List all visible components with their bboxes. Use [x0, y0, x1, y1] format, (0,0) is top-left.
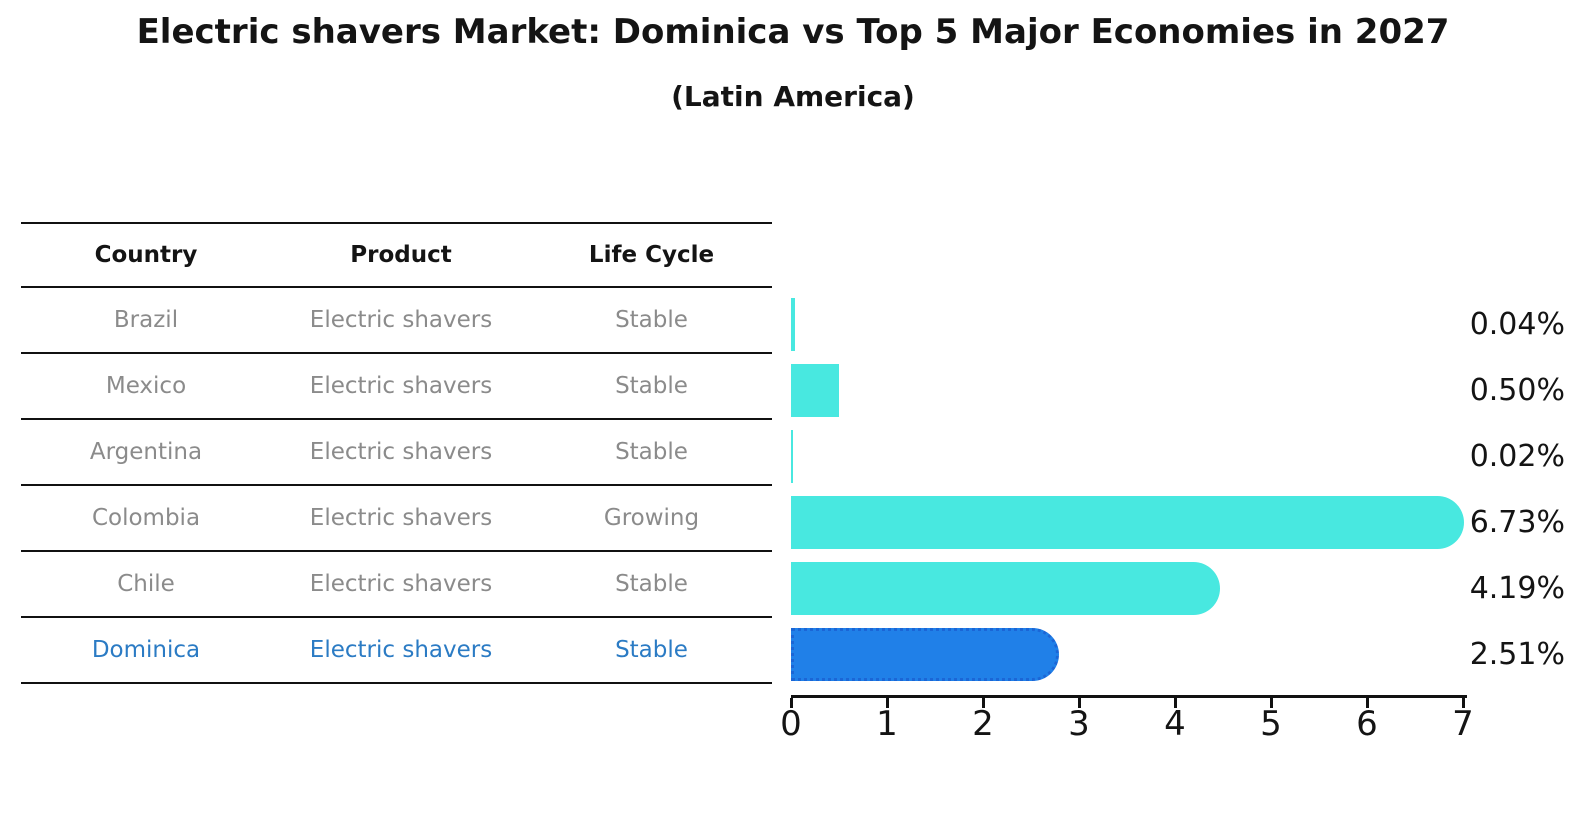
- value-label-brazil: 0.04%: [1469, 307, 1565, 342]
- chart-subtitle: (Latin America): [671, 80, 915, 113]
- table-row: Chile Electric shavers Stable: [21, 552, 772, 618]
- product-cell: Electric shavers: [309, 637, 493, 663]
- x-axis: [791, 695, 1467, 698]
- x-axis-tick-label: 6: [1356, 704, 1378, 744]
- table-header-cell: Country: [94, 242, 198, 268]
- x-axis-tick-label: 3: [1068, 704, 1090, 744]
- life-cycle-cell: Stable: [615, 571, 688, 597]
- table-row: Dominica Electric shavers Stable: [21, 618, 772, 684]
- life-cycle-cell: Stable: [615, 307, 688, 333]
- life-cycle-cell: Stable: [615, 373, 688, 399]
- table-header-cell: Product: [350, 242, 452, 268]
- x-axis-tick: [1174, 698, 1177, 708]
- country-cell: Colombia: [91, 505, 201, 531]
- value-label-mexico: 0.50%: [1469, 373, 1565, 408]
- life-cycle-cell: Growing: [603, 505, 700, 531]
- product-cell: Electric shavers: [309, 439, 493, 465]
- bar-colombia: [791, 496, 1464, 549]
- x-axis-tick-label: 4: [1164, 704, 1186, 744]
- table-row: Mexico Electric shavers Stable: [21, 354, 772, 420]
- x-axis-tick-label: 2: [972, 704, 994, 744]
- table-row: Colombia Electric shavers Growing: [21, 486, 772, 552]
- bar-chile: [791, 562, 1220, 615]
- value-label-chile: 4.19%: [1469, 571, 1565, 606]
- country-cell: Chile: [117, 571, 175, 597]
- x-axis-tick: [982, 698, 985, 708]
- x-axis-tick-label: 5: [1260, 704, 1282, 744]
- x-axis-tick: [1078, 698, 1081, 708]
- country-cell: Brazil: [113, 307, 179, 333]
- table-header-cell: Life Cycle: [588, 242, 715, 268]
- product-cell: Electric shavers: [309, 373, 493, 399]
- x-axis-tick: [886, 698, 889, 708]
- table-row: Argentina Electric shavers Stable: [21, 420, 772, 486]
- value-label-argentina: 0.02%: [1469, 439, 1565, 474]
- table-row: Brazil Electric shavers Stable: [21, 288, 772, 354]
- chart-title: Electric shavers Market: Dominica vs Top…: [136, 12, 1450, 52]
- product-cell: Electric shavers: [309, 505, 493, 531]
- bar-dominica: [791, 628, 1059, 681]
- x-axis-tick-label: 0: [780, 704, 802, 744]
- product-cell: Electric shavers: [309, 307, 493, 333]
- product-cell: Electric shavers: [309, 571, 493, 597]
- country-cell: Dominica: [91, 637, 201, 663]
- comparison-table: Country Product Life Cycle Brazil Electric s…: [21, 222, 772, 684]
- life-cycle-cell: Stable: [615, 637, 688, 663]
- table-header-row: Country Product Life Cycle: [21, 222, 772, 288]
- x-axis-tick: [1270, 698, 1273, 708]
- country-cell: Argentina: [89, 439, 203, 465]
- x-axis-tick: [1462, 698, 1465, 708]
- bar-brazil: [791, 298, 795, 351]
- value-label-colombia: 6.73%: [1469, 505, 1565, 540]
- bar-mexico: [791, 364, 839, 417]
- value-label-dominica: 2.51%: [1469, 637, 1565, 672]
- x-axis-tick-label: 7: [1452, 704, 1474, 744]
- x-axis-tick: [790, 698, 793, 708]
- country-cell: Mexico: [105, 373, 187, 399]
- x-axis-tick: [1366, 698, 1369, 708]
- x-axis-tick-label: 1: [876, 704, 898, 744]
- bar-argentina: [791, 430, 793, 483]
- life-cycle-cell: Stable: [615, 439, 688, 465]
